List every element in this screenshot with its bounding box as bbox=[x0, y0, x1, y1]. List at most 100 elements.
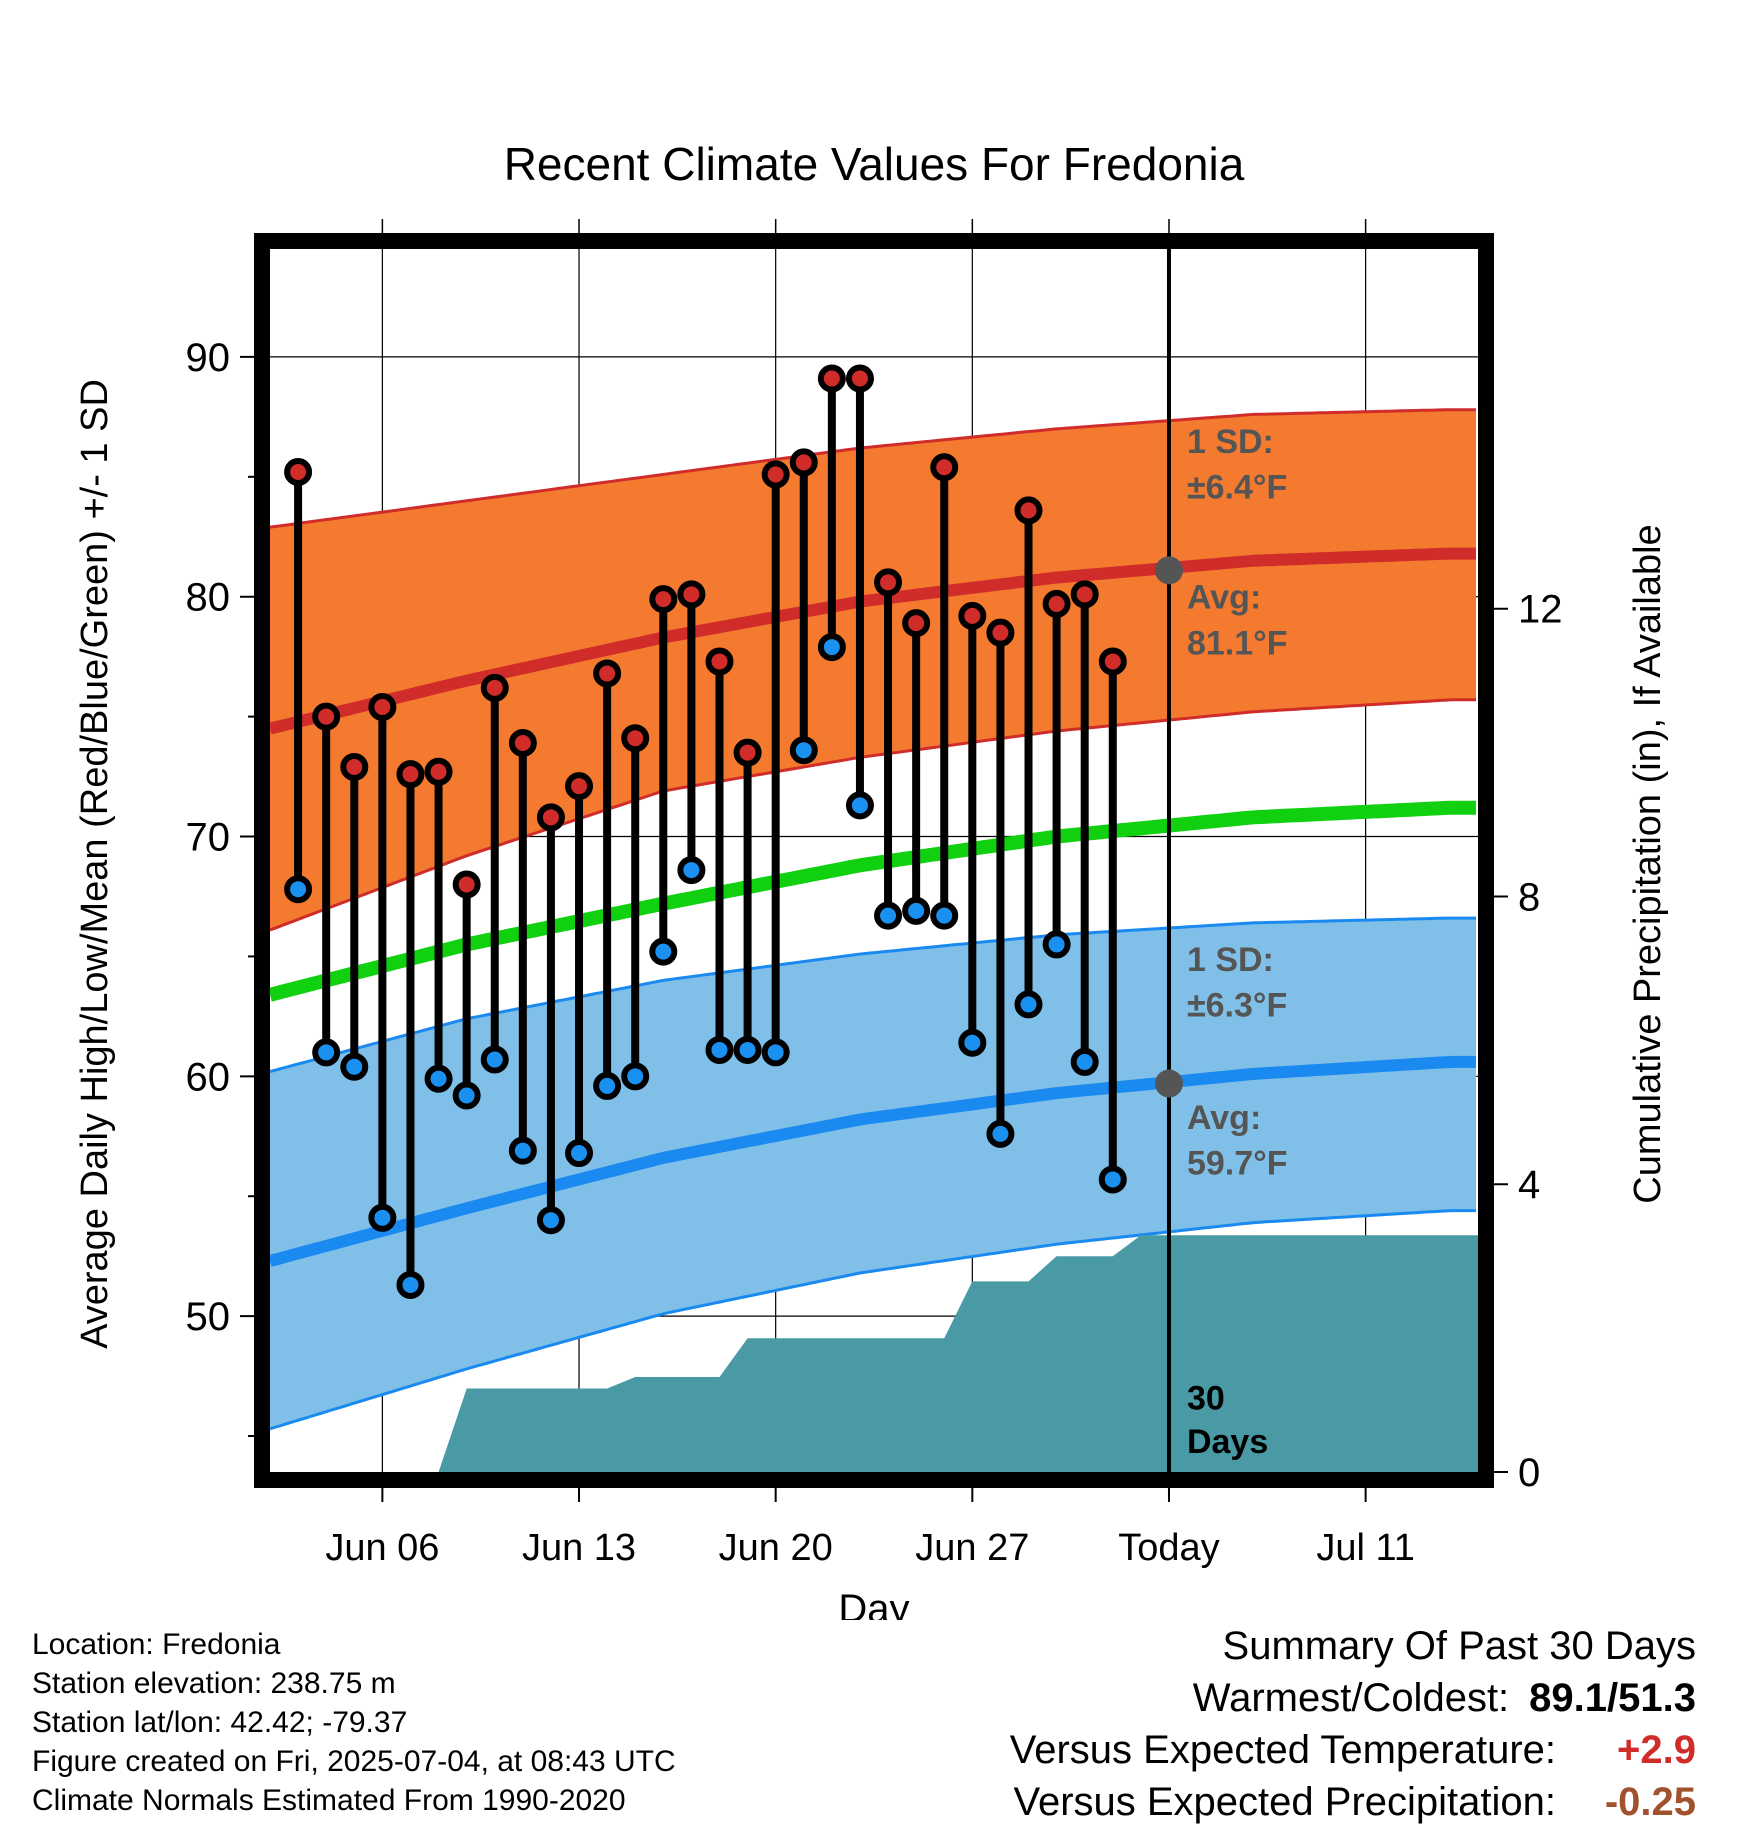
warm-cold-value: 89.1/51.3 bbox=[1529, 1676, 1696, 1720]
daily-high-point bbox=[1042, 589, 1071, 618]
y2-tick-label: 4 bbox=[1518, 1163, 1540, 1207]
daily-low-point bbox=[874, 901, 903, 930]
info-elevation: Station elevation: 238.75 m bbox=[32, 1667, 396, 1700]
daily-high-point bbox=[565, 772, 594, 801]
days-word-label: Days bbox=[1187, 1423, 1268, 1461]
daily-low-point bbox=[452, 1081, 481, 1110]
daily-low-point bbox=[1042, 930, 1071, 959]
daily-high-point bbox=[986, 618, 1015, 647]
daily-low-point bbox=[649, 937, 678, 966]
daily-low-point bbox=[677, 856, 706, 885]
daily-low-point bbox=[845, 791, 874, 820]
climate-chart: Recent Climate Values For Fredonia 1 SD:… bbox=[74, 138, 1669, 1620]
daily-low-point bbox=[424, 1064, 453, 1093]
daily-low-point bbox=[312, 1038, 341, 1067]
y-tick-label: 90 bbox=[186, 336, 231, 380]
daily-low-point bbox=[817, 633, 846, 662]
daily-low-point bbox=[396, 1270, 425, 1299]
daily-high-point bbox=[817, 364, 846, 393]
daily-high-point bbox=[733, 738, 762, 767]
warm-cold-label: Warmest/Coldest: bbox=[1192, 1676, 1510, 1720]
chart-title: Recent Climate Values For Fredonia bbox=[504, 138, 1245, 190]
summary-title: Summary Of Past 30 Days bbox=[1222, 1624, 1696, 1668]
daily-low-point bbox=[1014, 990, 1043, 1019]
days-count-label: 30 bbox=[1187, 1380, 1225, 1418]
summary-warm-cold: Warmest/Coldest: 89.1/51.3 bbox=[1010, 1672, 1696, 1724]
daily-high-point bbox=[930, 453, 959, 482]
daily-low-point bbox=[536, 1206, 565, 1235]
precip-area bbox=[438, 1235, 1478, 1472]
daily-low-point bbox=[340, 1052, 369, 1081]
station-info: Location: Fredonia Station elevation: 23… bbox=[32, 1625, 676, 1820]
info-location: Location: Fredonia bbox=[32, 1628, 281, 1661]
daily-low-point bbox=[930, 901, 959, 930]
daily-high-point bbox=[845, 364, 874, 393]
daily-high-point bbox=[424, 757, 453, 786]
y2-tick-label: 0 bbox=[1518, 1451, 1540, 1495]
info-latlon: Station lat/lon: 42.42; -79.37 bbox=[32, 1706, 408, 1739]
avg-low-line bbox=[270, 1055, 1476, 1267]
high-avg-label: Avg: bbox=[1187, 579, 1261, 617]
daily-low-point bbox=[733, 1035, 762, 1064]
summary-temp: Versus Expected Temperature: +2.9 bbox=[1010, 1724, 1696, 1776]
daily-low-point bbox=[1070, 1047, 1099, 1076]
high-sd-band bbox=[270, 409, 1476, 930]
low-avg-value: 59.7°F bbox=[1187, 1145, 1288, 1183]
temp-label: Versus Expected Temperature: bbox=[1009, 1728, 1556, 1772]
daily-high-point bbox=[396, 760, 425, 789]
daily-high-point bbox=[593, 659, 622, 688]
daily-high-point bbox=[340, 752, 369, 781]
daily-high-point bbox=[284, 458, 313, 487]
x-tick-label: Jun 13 bbox=[522, 1527, 636, 1569]
x-axis-label: Day bbox=[838, 1587, 909, 1620]
info-normals: Climate Normals Estimated From 1990-2020 bbox=[32, 1784, 626, 1817]
low-sd-band-upper-edge bbox=[270, 916, 1476, 1073]
avg-high-line bbox=[270, 547, 1476, 735]
y2-axis-label: Cumulative Precipitation (in), If Availa… bbox=[1627, 524, 1669, 1203]
high-sd-label: 1 SD: bbox=[1187, 423, 1274, 461]
daily-low-point bbox=[368, 1203, 397, 1232]
daily-low-point bbox=[284, 875, 313, 904]
y-tick-label: 50 bbox=[186, 1295, 231, 1339]
daily-high-point bbox=[958, 601, 987, 630]
daily-high-point bbox=[508, 728, 537, 757]
daily-high-point bbox=[761, 460, 790, 489]
daily-high-point bbox=[368, 693, 397, 722]
info-created: Figure created on Fri, 2025-07-04, at 08… bbox=[32, 1745, 676, 1778]
daily-high-point bbox=[536, 803, 565, 832]
daily-high-point bbox=[621, 724, 650, 753]
daily-high-point bbox=[480, 673, 509, 702]
daily-high-point bbox=[312, 702, 341, 731]
y-tick-label: 70 bbox=[186, 816, 231, 860]
low-sd-band-lower-edge bbox=[270, 1209, 1476, 1431]
low-sd-band bbox=[270, 918, 1476, 1429]
daily-low-point bbox=[565, 1139, 594, 1168]
low-sd-label: 1 SD: bbox=[1187, 941, 1274, 979]
x-tick-label: Jun 27 bbox=[915, 1527, 1029, 1569]
today-high-avg-marker bbox=[1154, 556, 1183, 585]
high-sd-band-upper-edge bbox=[270, 408, 1476, 529]
x-tick-label: Jun 20 bbox=[719, 1527, 833, 1569]
daily-low-point bbox=[958, 1028, 987, 1057]
avg-mean-line bbox=[270, 800, 1476, 1002]
daily-high-point bbox=[1014, 496, 1043, 525]
daily-low-point bbox=[986, 1119, 1015, 1148]
y2-tick-label: 12 bbox=[1518, 588, 1563, 632]
daily-high-point bbox=[1098, 647, 1127, 676]
precip-label: Versus Expected Precipitation: bbox=[1013, 1780, 1556, 1824]
low-sd-value: ±6.3°F bbox=[1187, 986, 1287, 1024]
daily-high-point bbox=[677, 580, 706, 609]
daily-low-point bbox=[593, 1071, 622, 1100]
daily-high-point bbox=[1070, 580, 1099, 609]
daily-high-point bbox=[789, 448, 818, 477]
high-sd-band-lower-edge bbox=[270, 698, 1476, 932]
daily-high-point bbox=[452, 870, 481, 899]
daily-high-point bbox=[649, 585, 678, 614]
daily-low-point bbox=[761, 1038, 790, 1067]
plot-area: 1 SD: ±6.4°F Avg: 81.1°F 1 SD: ±6.3°F Avg: 59.7… bbox=[186, 219, 1563, 1569]
high-sd-value: ±6.4°F bbox=[1187, 468, 1287, 506]
precip-value: -0.25 bbox=[1604, 1780, 1696, 1824]
plot-contents: 1 SD: ±6.4°F Avg: 81.1°F 1 SD: ±6.3°F Avg: 59.7… bbox=[270, 249, 1478, 1472]
daily-high-point bbox=[705, 647, 734, 676]
y-tick-label: 80 bbox=[186, 576, 231, 620]
